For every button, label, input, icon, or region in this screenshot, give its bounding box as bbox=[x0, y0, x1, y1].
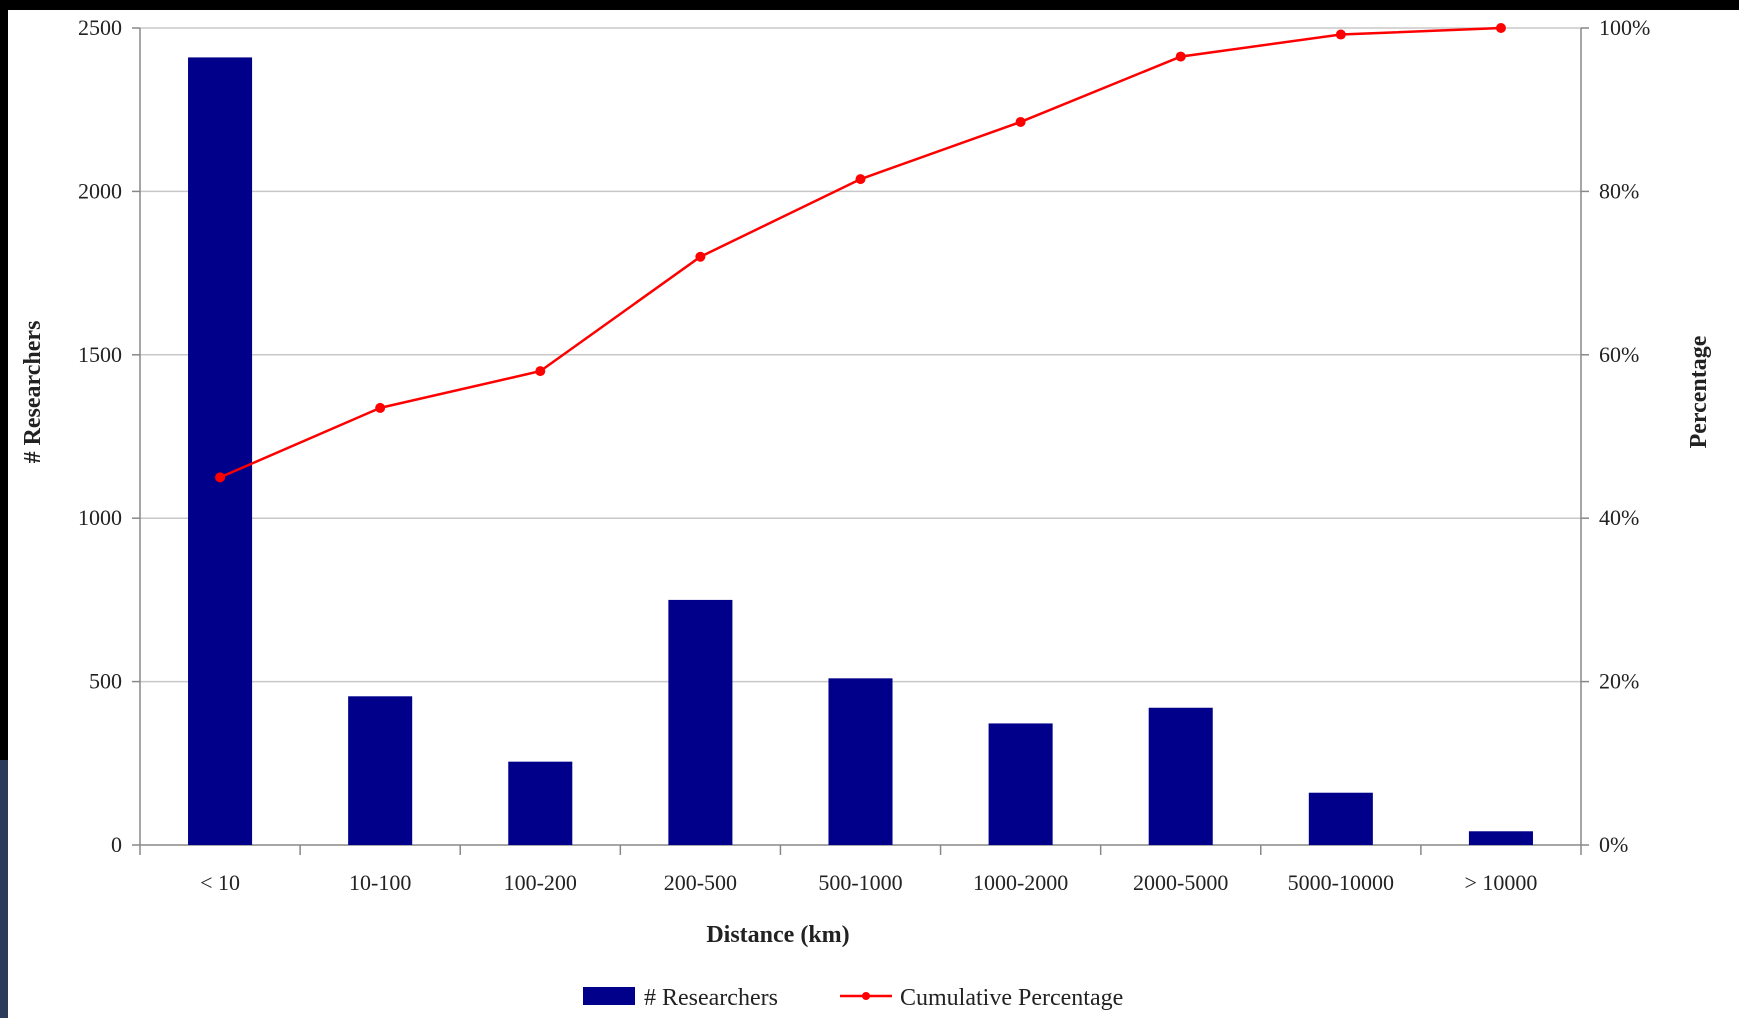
y-axis-title: # Researchers bbox=[20, 321, 46, 464]
line-point bbox=[695, 251, 706, 262]
line-point bbox=[535, 366, 546, 377]
x-tick-label: 2000-5000 bbox=[1133, 870, 1228, 895]
bar bbox=[828, 678, 893, 845]
line-point bbox=[1015, 116, 1026, 127]
y2-tick-label: 100% bbox=[1599, 15, 1650, 40]
legend-swatch-marker bbox=[862, 992, 870, 1000]
y-tick-label: 1000 bbox=[78, 505, 122, 530]
tick-labels: 0 0% 500 20% 1000 40% 1500 60% 2000 80% 2500 100% < … bbox=[78, 15, 1650, 895]
line-series bbox=[215, 23, 1506, 483]
combo-chart: 0 0% 500 20% 1000 40% 1500 60% 2000 80% 2500 100% < … bbox=[20, 15, 1712, 1011]
line-point bbox=[1335, 29, 1346, 40]
x-tick-label: 500-1000 bbox=[818, 870, 902, 895]
line-point bbox=[215, 472, 226, 483]
y2-tick-label: 60% bbox=[1599, 342, 1639, 367]
y2-tick-label: 0% bbox=[1599, 832, 1628, 857]
legend-label-cumulative: Cumulative Percentage bbox=[900, 985, 1123, 1011]
legend: # Researchers Cumulative Percentage bbox=[583, 985, 1123, 1011]
line-point bbox=[1495, 23, 1506, 33]
gridlines bbox=[140, 27, 1581, 683]
x-tick-label: > 10000 bbox=[1464, 870, 1537, 895]
y-tick-label: 2500 bbox=[78, 15, 122, 40]
y2-tick-label: 40% bbox=[1599, 505, 1639, 530]
legend-label-researchers: # Researchers bbox=[644, 985, 778, 1011]
y-tick-label: 1500 bbox=[78, 342, 122, 367]
y2-axis-title: Percentage bbox=[1686, 335, 1712, 448]
chart-panel: 0 0% 500 20% 1000 40% 1500 60% 2000 80% 2500 100% < … bbox=[8, 10, 1739, 1018]
x-axis-title: Distance (km) bbox=[706, 922, 849, 948]
x-tick-label: 200-500 bbox=[664, 870, 737, 895]
bar bbox=[988, 723, 1053, 845]
window-edge-strip bbox=[0, 760, 8, 1018]
bar bbox=[188, 57, 253, 846]
bar bbox=[508, 761, 573, 845]
cumulative-line bbox=[219, 26, 1501, 479]
x-tick-label: 10-100 bbox=[349, 870, 411, 895]
x-tick-label: < 10 bbox=[200, 870, 240, 895]
y2-tick-label: 20% bbox=[1599, 669, 1639, 694]
y-tick-label: 500 bbox=[89, 669, 122, 694]
bar-series bbox=[188, 57, 1533, 846]
bar bbox=[1148, 707, 1213, 845]
x-tick-label: 5000-10000 bbox=[1288, 870, 1394, 895]
x-tick-label: 1000-2000 bbox=[973, 870, 1068, 895]
y-tick-label: 2000 bbox=[78, 178, 122, 203]
y-tick-label: 0 bbox=[111, 832, 122, 857]
legend-swatch-bar bbox=[583, 987, 635, 1005]
x-tick-label: 100-200 bbox=[504, 870, 577, 895]
line-point bbox=[855, 174, 866, 185]
y2-tick-label: 80% bbox=[1599, 178, 1639, 203]
line-point bbox=[1175, 51, 1186, 62]
bar bbox=[1308, 792, 1373, 845]
bar bbox=[668, 599, 733, 845]
bar bbox=[1468, 831, 1533, 845]
line-point bbox=[375, 402, 386, 413]
bar bbox=[348, 696, 413, 845]
